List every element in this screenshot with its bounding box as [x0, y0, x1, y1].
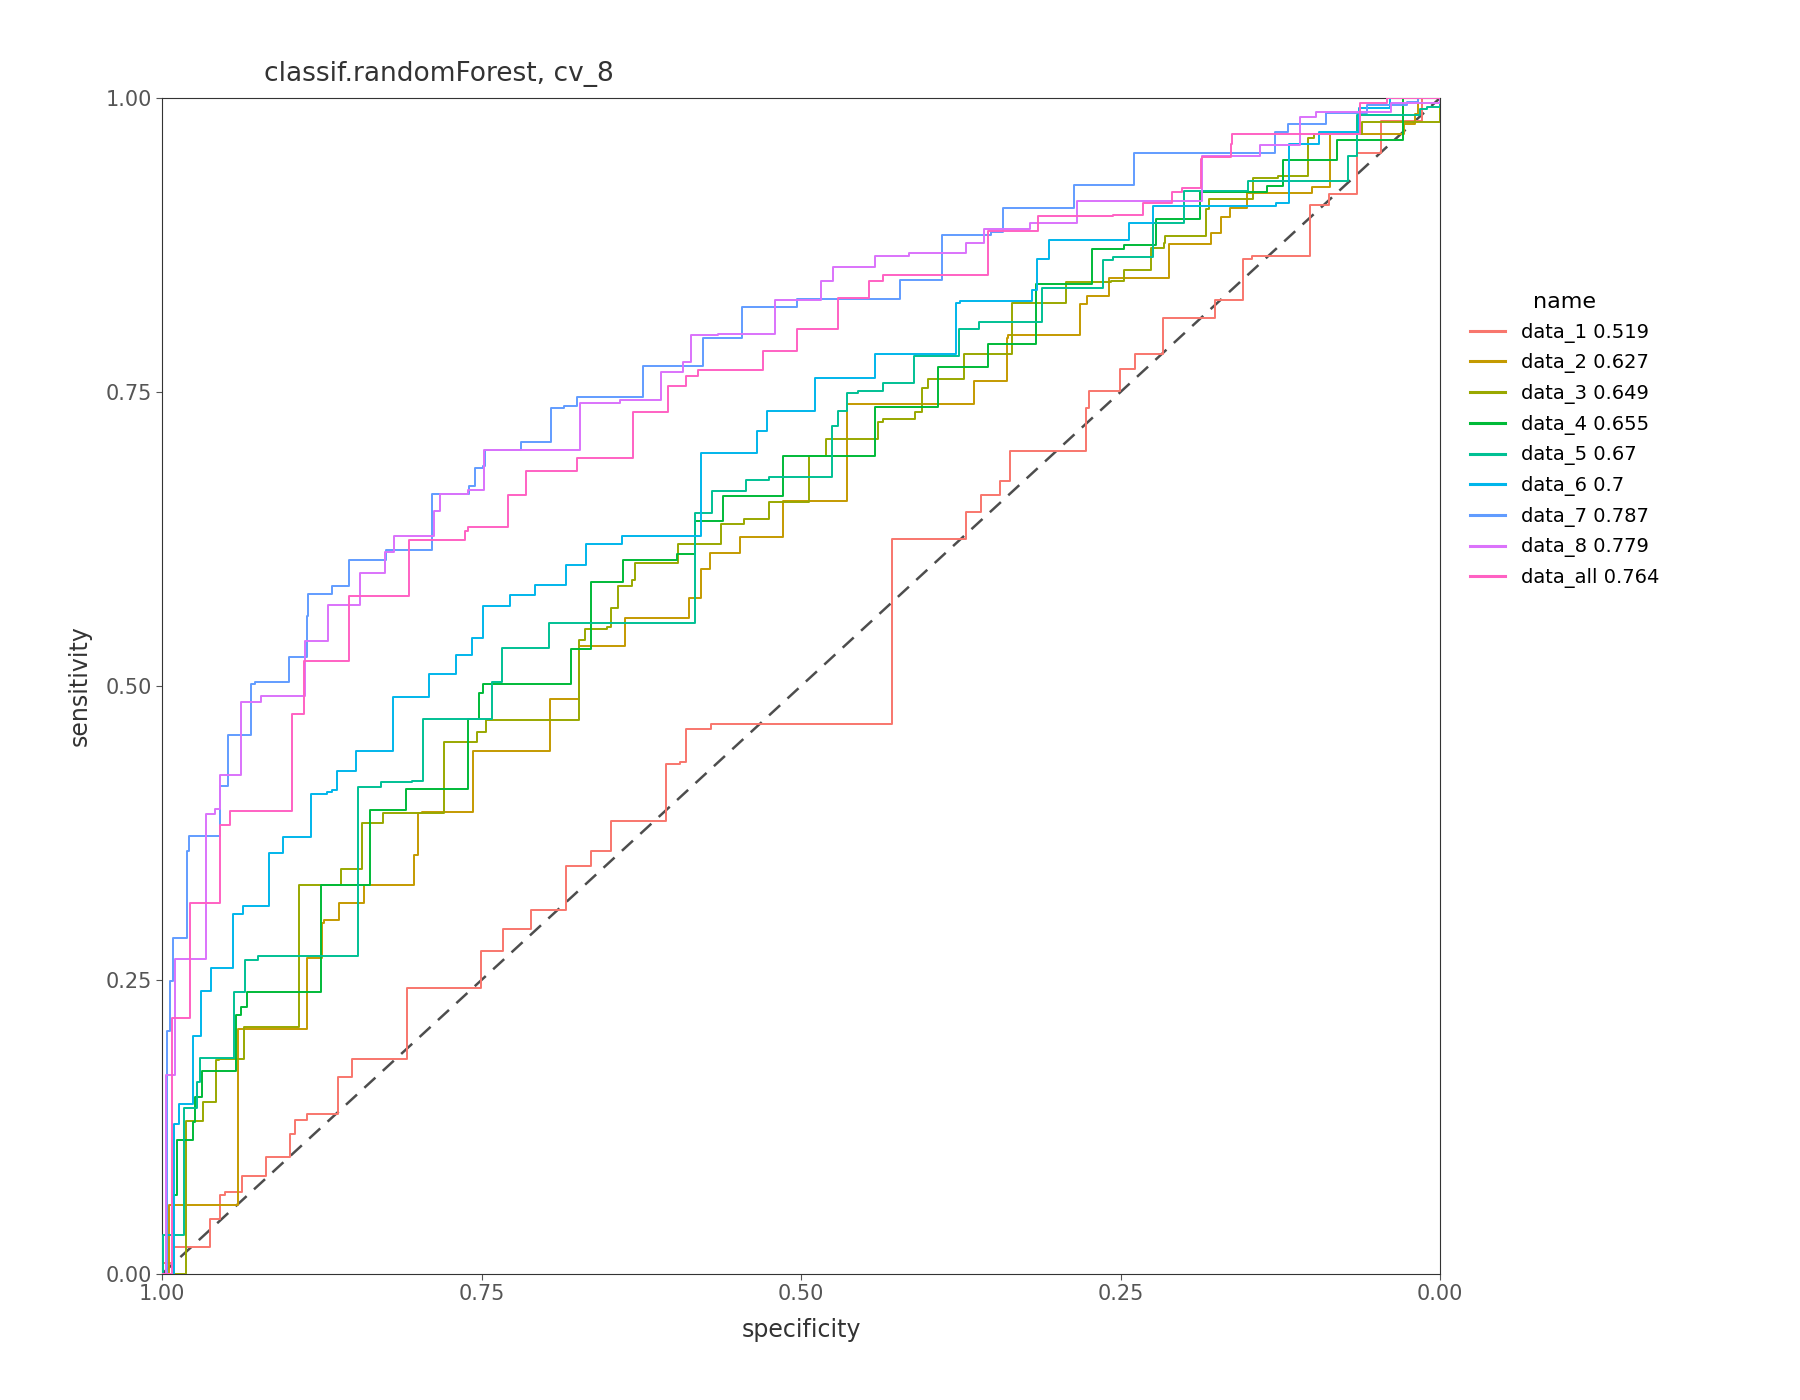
Y-axis label: sensitivity: sensitivity	[67, 626, 92, 746]
Text: classif.randomForest, cv_8: classif.randomForest, cv_8	[265, 62, 614, 87]
X-axis label: specificity: specificity	[742, 1319, 860, 1343]
Legend: data_1 0.519, data_2 0.627, data_3 0.649, data_4 0.655, data_5 0.67, data_6 0.7,: data_1 0.519, data_2 0.627, data_3 0.649…	[1463, 284, 1667, 596]
